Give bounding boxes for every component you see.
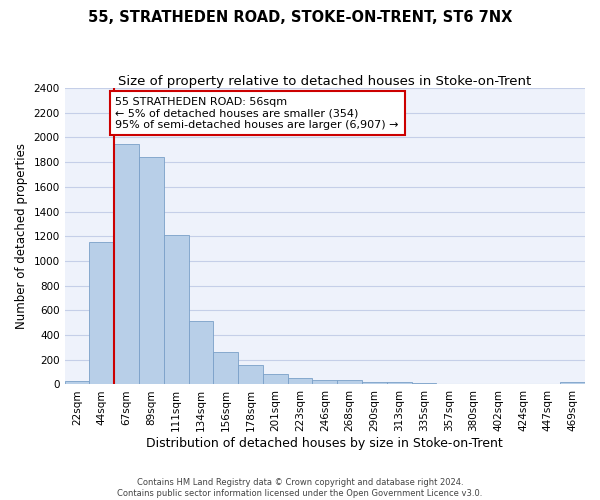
Bar (164, 235, 188, 384)
Title: Size of property relative to detached houses in Stoke-on-Trent: Size of property relative to detached ho… (118, 75, 532, 88)
Text: 55, STRATHEDEN ROAD, STOKE-ON-TRENT, ST6 7NX: 55, STRATHEDEN ROAD, STOKE-ON-TRENT, ST6… (88, 10, 512, 25)
Text: 55 STRATHEDEN ROAD: 56sqm
← 5% of detached houses are smaller (354)
95% of semi-: 55 STRATHEDEN ROAD: 56sqm ← 5% of detach… (115, 96, 399, 130)
Bar (89, 242, 114, 384)
Bar (238, 366, 263, 384)
Bar (313, 380, 337, 384)
Bar (263, 374, 287, 384)
Bar (287, 378, 313, 384)
Bar (387, 382, 412, 384)
Bar (337, 380, 362, 384)
Bar (188, 321, 214, 384)
X-axis label: Distribution of detached houses by size in Stoke-on-Trent: Distribution of detached houses by size … (146, 437, 503, 450)
Text: Contains HM Land Registry data © Crown copyright and database right 2024.
Contai: Contains HM Land Registry data © Crown c… (118, 478, 482, 498)
Bar (560, 382, 585, 384)
Bar (412, 382, 436, 384)
Bar (114, 144, 139, 384)
Bar (65, 381, 89, 384)
Y-axis label: Number of detached properties: Number of detached properties (15, 143, 28, 329)
Bar (139, 157, 164, 384)
Bar (214, 352, 238, 384)
Bar (362, 382, 387, 384)
